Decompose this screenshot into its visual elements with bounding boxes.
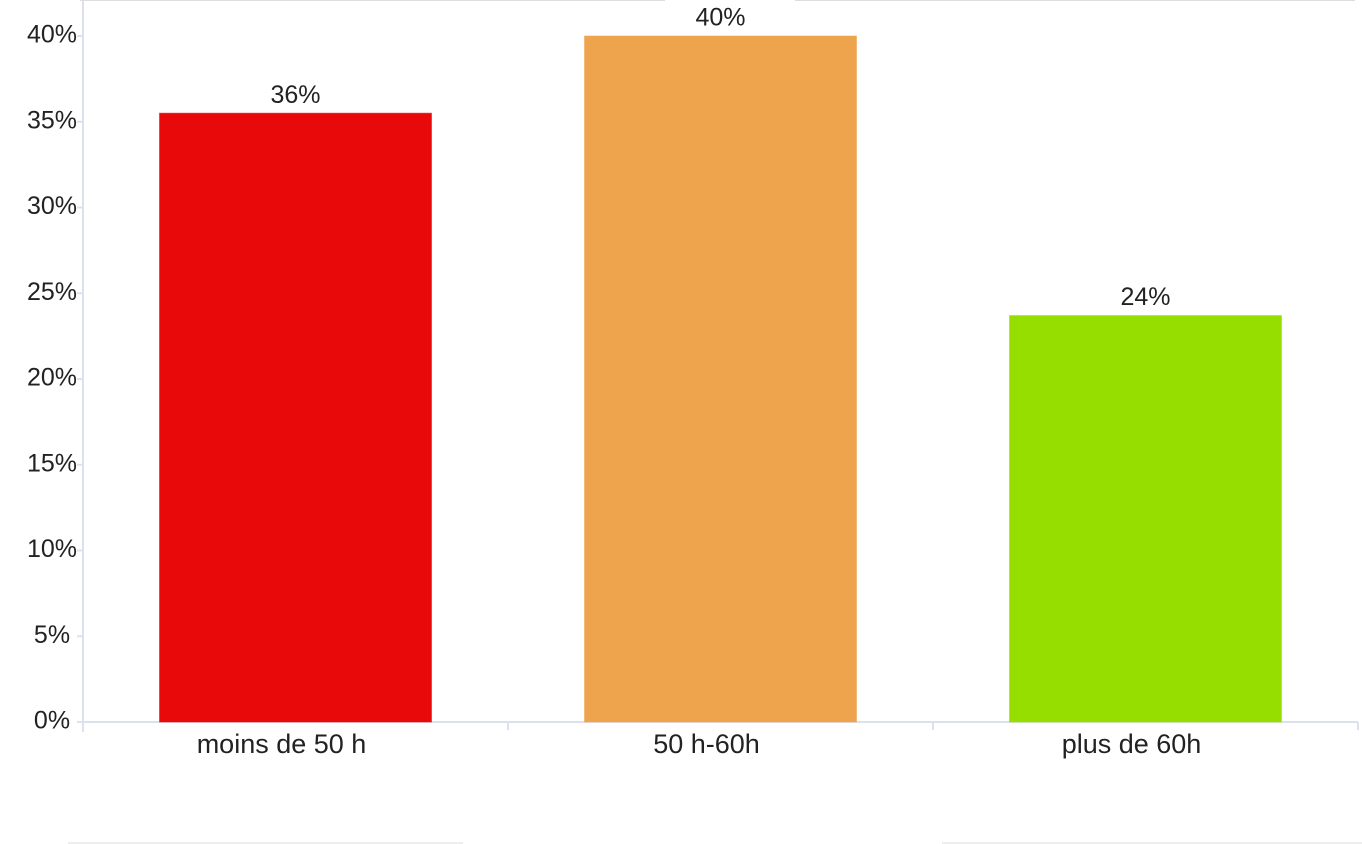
x-tick-label: plus de 60h bbox=[1062, 729, 1202, 759]
y-tick-label: 30% bbox=[27, 192, 77, 220]
y-tick-label: 15% bbox=[27, 449, 77, 477]
y-tick-label: 40% bbox=[27, 21, 77, 49]
y-tick-label: 0% bbox=[34, 707, 70, 735]
data-label: 40% bbox=[695, 4, 745, 32]
y-tick-label: 25% bbox=[27, 278, 77, 306]
y-tick-label: 10% bbox=[27, 535, 77, 563]
data-label: 24% bbox=[1120, 283, 1170, 311]
x-tick-label: moins de 50 h bbox=[197, 729, 367, 759]
y-tick-label: 20% bbox=[27, 364, 77, 392]
bar bbox=[159, 112, 432, 723]
y-tick-label: 35% bbox=[27, 106, 77, 134]
bar bbox=[584, 35, 857, 723]
x-tick-label: 50 h-60h bbox=[653, 729, 760, 759]
y-tick-label: 5% bbox=[34, 621, 70, 649]
bar bbox=[1009, 315, 1282, 723]
data-label: 36% bbox=[270, 81, 320, 109]
